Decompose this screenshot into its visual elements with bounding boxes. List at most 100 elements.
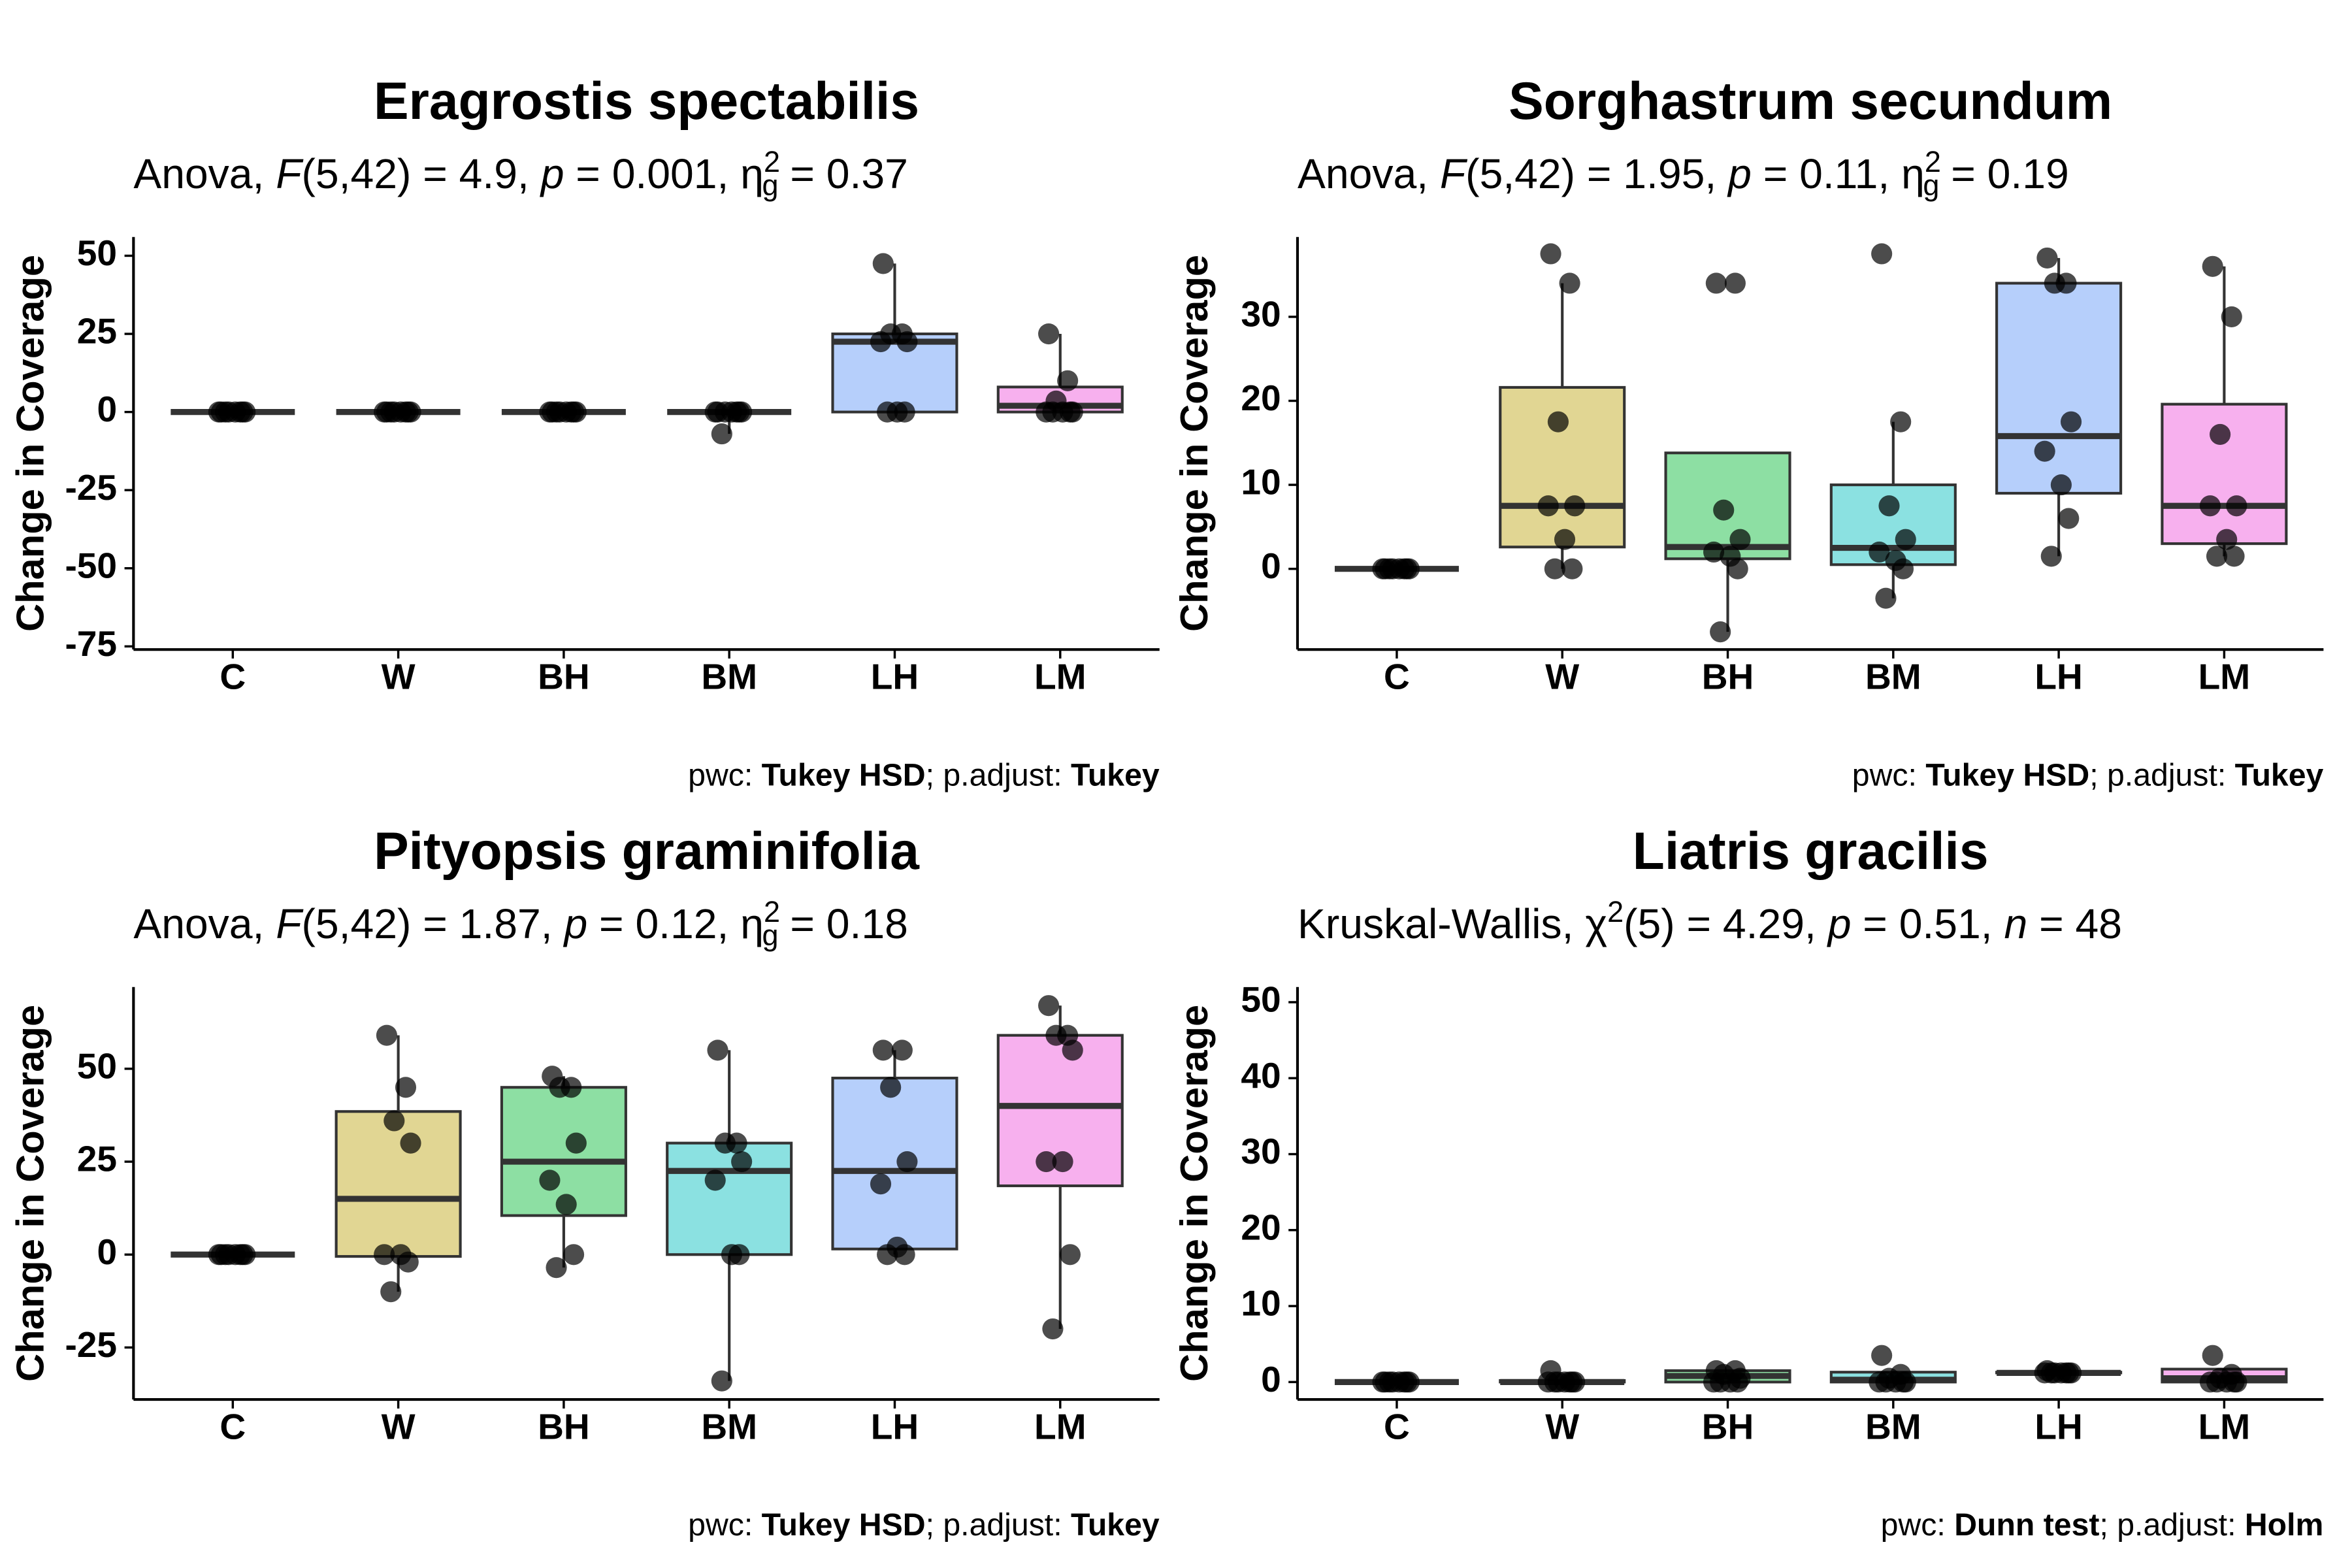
panel: Liatris gracilis Kruskal-Wallis, χ2(5) = … [1172,822,2324,1543]
panel-title: Sorghastrum secundum [1509,72,2112,131]
point [1890,411,1912,433]
text-run: Tukey HSD [762,1507,926,1543]
point [1544,558,1565,580]
text-run: = 0.37 [778,150,907,197]
point [376,1024,397,1046]
point [1724,272,1746,294]
point [1554,529,1576,550]
point [232,1244,253,1266]
point [397,401,419,423]
x-tick-label: C [1384,657,1410,697]
point [896,331,918,353]
box [831,332,958,414]
panel-title: Liatris gracilis [1633,822,1989,881]
point [728,1244,750,1266]
y-tick-label: 10 [1241,462,1281,502]
x-tick-label: C [220,657,246,697]
point [2202,255,2223,277]
point [870,331,892,353]
x-tick-label: C [220,1407,246,1447]
point [2040,1362,2062,1384]
text-run: Holm [2245,1507,2324,1543]
y-tick-label: 40 [1241,1055,1281,1096]
point [711,1370,732,1392]
point [1537,495,1559,517]
point [877,1244,898,1266]
point [872,1039,894,1061]
point [1878,495,1900,517]
x-tick-label: LH [2034,1407,2082,1447]
x-tick-label: BM [701,657,757,697]
point [2058,1362,2080,1384]
panel: Eragrostis spectabilis Anova, F(5,42) = 4… [8,72,1160,792]
x-tick-label: LH [2034,657,2082,697]
text-run: ; p.adjust: [926,1507,1071,1543]
y-tick-label: -25 [65,1324,117,1365]
y-tick-label: 25 [77,311,117,351]
point [1892,1371,1914,1393]
text-run: = 0.18 [779,900,908,947]
y-axis-label: Change in Coverage [8,1005,52,1382]
x-tick-label: BM [1865,1407,1921,1447]
box [500,1086,627,1217]
text-run: F [1440,150,1468,197]
y-tick-label: 0 [97,389,117,429]
point [1396,1371,1418,1393]
text-run: pwc: [688,1507,762,1543]
box [1499,385,1626,549]
x-tick-label: W [1545,1407,1579,1447]
point [704,401,726,423]
point [232,401,253,423]
point [2044,272,2065,294]
point [1561,1371,1583,1393]
text-run: Tukey [1071,1507,1160,1543]
text-run: = 48 [2027,900,2122,947]
text-run: F [276,900,304,947]
y-tick-label: -25 [65,467,117,508]
point [380,1281,402,1303]
point [397,1251,419,1273]
point [2034,440,2055,462]
text-run: n [2004,900,2027,947]
subtitle: Anova, F(5,42) = 4.9, p = 0.001, η2 g = 0… [133,145,907,202]
y-tick-label: -75 [65,623,117,664]
point [1892,558,1914,580]
y-axis-label: Change in Coverage [1172,255,1216,632]
x-tick-label: BH [538,1407,590,1447]
point [1875,587,1897,609]
subtitle: Anova, F(5,42) = 1.95, p = 0.11, η2 g = 0… [1298,145,2069,202]
y-tick-label: -50 [65,545,117,585]
x-tick-label: W [382,657,416,697]
point [1038,323,1060,345]
text-run: = 0.19 [1939,150,2068,197]
text-run: (5,42) = 4.9, [302,150,541,197]
point [1869,541,1890,563]
point [714,1132,736,1154]
point [555,1194,577,1215]
x-tick-label: LM [1034,1407,1086,1447]
point [731,1151,753,1173]
subtitle: Anova, F(5,42) = 1.87, p = 0.12, η2 g = 0… [133,895,907,952]
text-run: F [276,150,304,197]
point [1871,1345,1893,1366]
text-run: pwc: [688,757,762,792]
box [831,1077,958,1250]
point [2206,546,2228,567]
point [894,401,915,423]
point [2060,411,2082,433]
text-run: g [762,169,778,202]
point [704,1169,726,1191]
point [384,1110,405,1132]
point [400,1132,421,1154]
text-run: = 0.51, [1851,900,2004,947]
text-run: (5,42) = 1.87, [302,900,564,947]
x-tick-label: W [382,1407,416,1447]
point [2226,495,2247,517]
point [2210,423,2231,446]
point [1727,1371,1748,1393]
y-tick-label: 50 [1241,979,1281,1020]
point [546,401,567,423]
x-tick-label: C [1384,1407,1410,1447]
text-run: g [1923,169,1939,202]
